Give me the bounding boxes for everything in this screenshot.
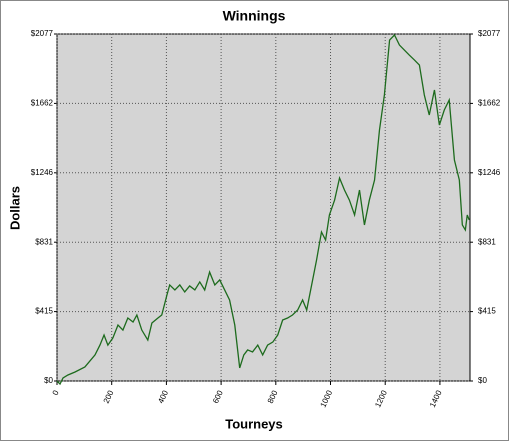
y2-tick-label: $1246 bbox=[478, 168, 501, 177]
y2-tick-label: $2077 bbox=[478, 29, 501, 38]
x-axis-label: Tourneys bbox=[225, 416, 283, 431]
y2-tick-label: $415 bbox=[478, 307, 496, 316]
plot-area bbox=[56, 33, 471, 382]
chart-title: Winnings bbox=[223, 8, 286, 24]
y-tick-label: $0 bbox=[44, 376, 53, 385]
y-axis-label: Dollars bbox=[7, 186, 22, 230]
data-line bbox=[56, 33, 470, 386]
y-tick-label: $1246 bbox=[31, 168, 54, 177]
x-tick-label: 0 bbox=[51, 388, 61, 396]
y-tick-label: $1662 bbox=[31, 99, 54, 108]
y2-tick-label: $1662 bbox=[478, 99, 501, 108]
y-tick-label: $831 bbox=[35, 237, 53, 246]
y2-tick-label: $0 bbox=[478, 376, 487, 385]
y-tick-label: $2077 bbox=[31, 29, 54, 38]
y2-tick-label: $831 bbox=[478, 237, 496, 246]
y-tick-label: $415 bbox=[35, 307, 53, 316]
